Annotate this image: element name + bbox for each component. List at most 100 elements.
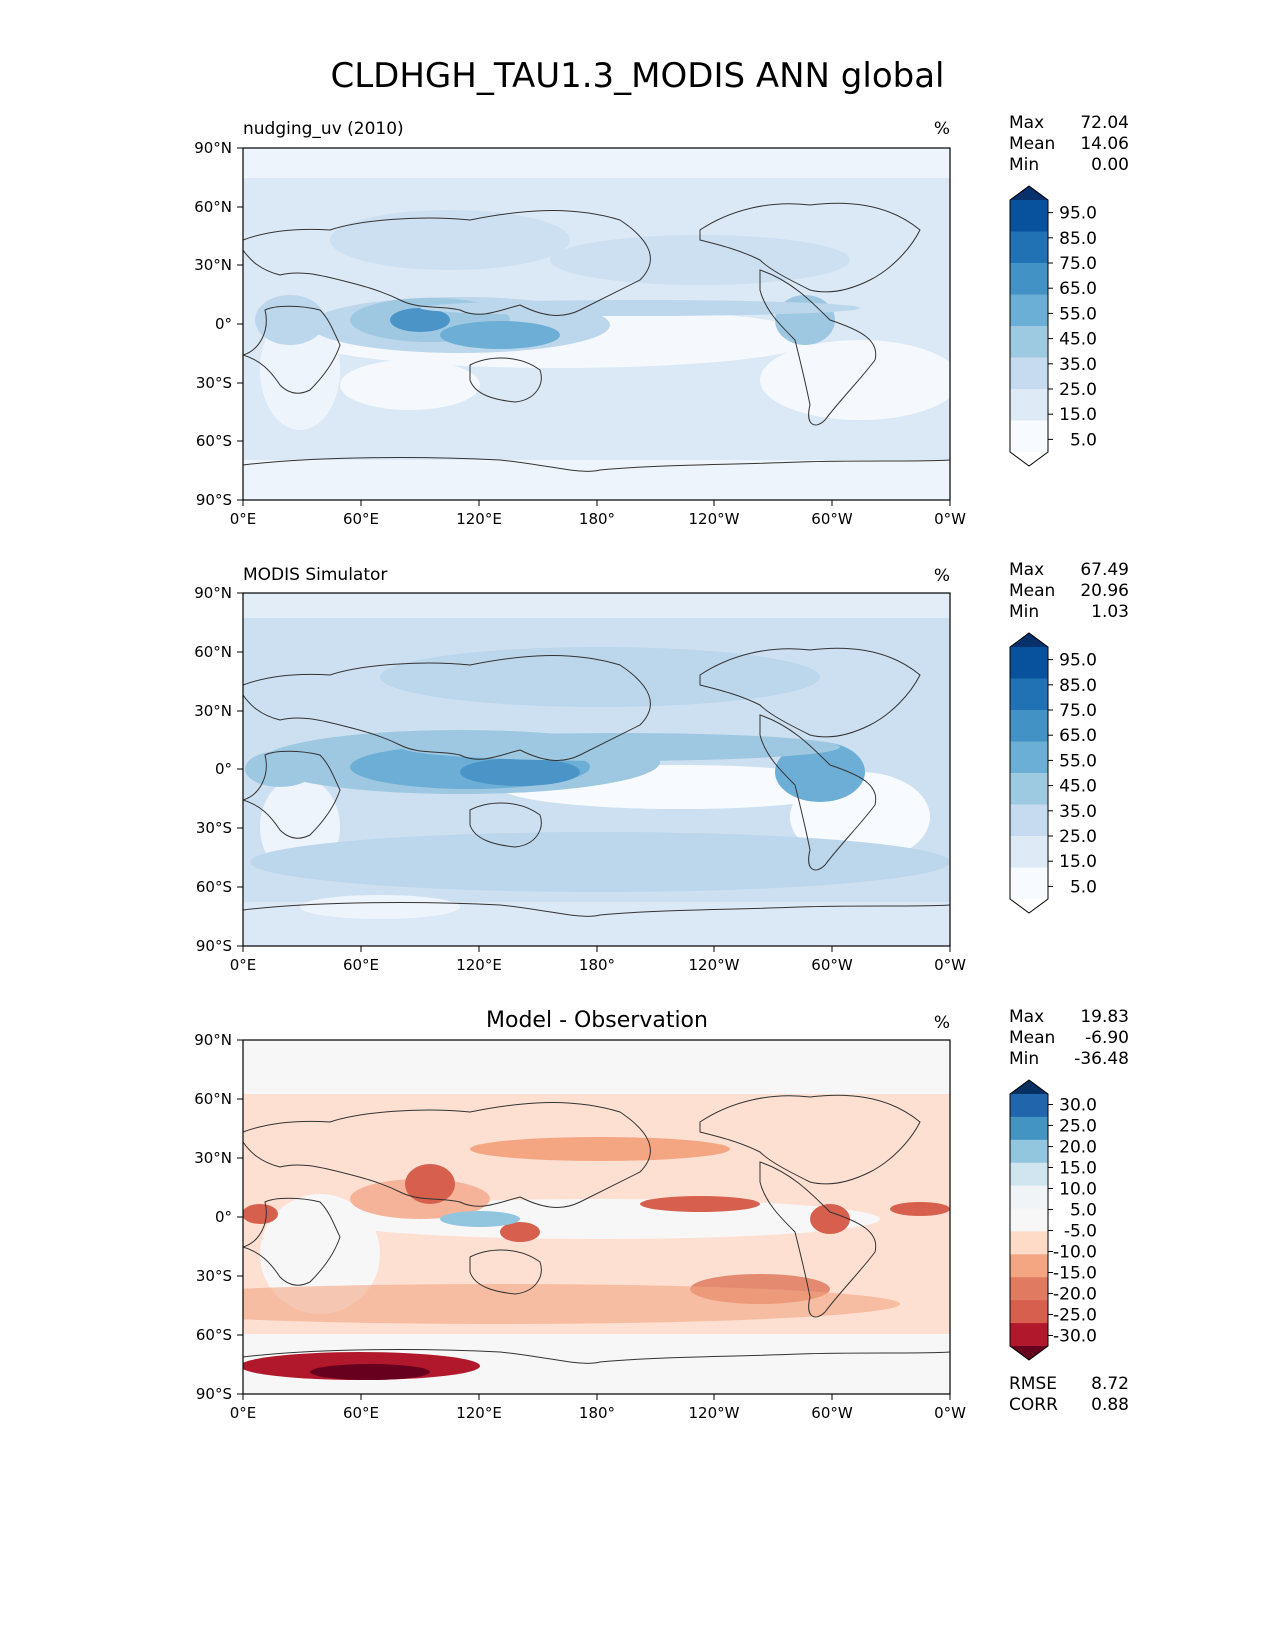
lon-axis: 0°E 60°E 120°E 180° 120°W 60°W 0°W [230,500,966,528]
lat-tick-label: 30°S [196,374,232,392]
lat-tick-label: 90°S [196,491,232,509]
lon-tick-label: 0°W [934,1404,966,1422]
lat-tick-label: 30°S [196,819,232,837]
colorbar-segment [1010,294,1048,327]
colorbar-label: 5.0 [1070,877,1097,897]
lat-tick-label: 60°N [194,198,232,216]
colorbar-label: 35.0 [1059,802,1097,822]
colorbar-segment [1010,389,1048,421]
colorbar-label: 55.0 [1059,304,1097,324]
colorbar-segment [1010,1162,1048,1187]
colorbar-label: 10.0 [1059,1180,1097,1200]
map-diff-svg: 90°N 60°N 30°N 0° 30°S 60°S 90°S 0°E 60°… [194,1007,1129,1422]
colorbar-segment [1010,357,1048,390]
lon-tick-label: 60°W [811,510,853,528]
colorbar: 95.0 85.0 75.0 65.0 55.0 45.0 35.0 25.0 15.0 5.0 [1009,632,1097,914]
lat-tick-label: 60°N [194,643,232,661]
lat-tick-label: 30°N [194,256,232,274]
colorbar: 30.025.020.015.010.05.0-5.0-10.0-15.0-20… [1009,1079,1097,1361]
lon-tick-label: 120°E [456,956,502,974]
colorbar-segment [1010,678,1048,711]
colorbar-segment [1010,420,1048,453]
lat-tick-label: 90°S [196,937,232,955]
stat-label: Max [1009,1007,1044,1027]
colorbar: 95.0 85.0 75.0 65.0 55.0 45.0 35.0 25.0 15.0 5.0 [1009,185,1097,467]
metric-label: RMSE [1009,1374,1057,1394]
lon-axis: 0°E 60°E 120°E 180° 120°W 60°W 0°W [230,946,966,974]
lat-axis: 90°N 60°N 30°N 0° 30°S 60°S 90°S [194,139,243,509]
lat-tick-label: 60°S [196,878,232,896]
panel-model: 90°N 60°N 30°N 0° 30°S 60°S 90°S 0°E 60°… [0,110,1275,550]
stat-value: 1.03 [1091,602,1129,622]
lon-tick-label: 180° [579,1404,615,1422]
colorbar-extend-min [1010,1346,1048,1360]
stats-block: Max 19.83 Mean -6.90 Min -36.48 [1009,1007,1129,1069]
stat-label: Mean [1009,1028,1055,1048]
lon-tick-label: 60°W [811,1404,853,1422]
colorbar-segment [1010,1139,1048,1164]
colorbar-segment [1010,1185,1048,1210]
stat-label: Min [1009,602,1039,622]
colorbar-label: 25.0 [1059,827,1097,847]
colorbar-extend-min [1010,899,1048,913]
colorbar-label: 45.0 [1059,330,1097,350]
stat-label: Max [1009,113,1044,133]
stat-value: 19.83 [1080,1007,1129,1027]
stat-value: 67.49 [1080,560,1129,580]
colorbar-segment [1010,1300,1048,1324]
lat-tick-label: 0° [215,315,232,333]
metric-value: 0.88 [1091,1395,1129,1415]
colorbar-label: 5.0 [1070,430,1097,450]
lon-tick-label: 120°W [689,510,740,528]
colorbar-label: -10.0 [1053,1243,1097,1263]
panel-title-left: nudging_uv (2010) [243,119,404,139]
colorbar-segment [1010,804,1048,837]
colorbar-segment [1010,647,1048,679]
colorbar-label: 25.0 [1059,380,1097,400]
colorbar-outline [1009,185,1049,467]
map-obs-svg: 90°N 60°N 30°N 0° 30°S 60°S 90°S 0°E 60°… [194,560,1129,974]
stat-label: Max [1009,560,1044,580]
stat-value: 14.06 [1080,134,1129,154]
lat-tick-label: 0° [215,760,232,778]
panel-units: % [934,1013,950,1033]
colorbar-segment [1010,1323,1048,1347]
colorbar-label: -5.0 [1064,1222,1097,1242]
panel-title-center: Model - Observation [486,1008,708,1033]
panel-observation: 90°N 60°N 30°N 0° 30°S 60°S 90°S 0°E 60°… [0,557,1275,997]
colorbar-label: 15.0 [1059,405,1097,425]
lon-tick-label: 120°W [689,1404,740,1422]
colorbar-segment [1010,773,1048,805]
lat-tick-label: 60°N [194,1090,232,1108]
colorbar-label: 75.0 [1059,701,1097,721]
lon-tick-label: 0°E [230,1404,257,1422]
stats-block: Max 72.04 Mean 14.06 Min 0.00 [1009,113,1129,175]
stats-block: Max 67.49 Mean 20.96 Min 1.03 [1009,560,1129,622]
stat-value: 72.04 [1080,113,1129,133]
lon-tick-label: 120°E [456,1404,502,1422]
lat-tick-label: 0° [215,1208,232,1226]
stat-value: 20.96 [1080,581,1129,601]
lat-tick-label: 30°N [194,702,232,720]
lon-tick-label: 180° [579,956,615,974]
lon-tick-label: 60°E [343,1404,379,1422]
panel-units: % [934,566,950,586]
colorbar-segment [1010,1231,1048,1255]
lon-tick-label: 180° [579,510,615,528]
colorbar-label: -20.0 [1053,1285,1097,1305]
lat-axis: 90°N 60°N 30°N 0° 30°S 60°S 90°S [194,584,243,955]
lat-axis: 90°N 60°N 30°N 0° 30°S 60°S 90°S [194,1031,243,1403]
lon-tick-label: 0°E [230,956,257,974]
lon-tick-label: 0°E [230,510,257,528]
stat-value: -6.90 [1085,1028,1129,1048]
panel-title-left: MODIS Simulator [243,565,387,585]
colorbar-segment [1010,741,1048,774]
colorbar-extend-min [1010,452,1048,466]
colorbar-label: -30.0 [1053,1327,1097,1347]
colorbar-extend-max [1010,186,1048,200]
lat-tick-label: 30°S [196,1267,232,1285]
stat-value: 0.00 [1091,155,1129,175]
lon-tick-label: 120°W [689,956,740,974]
lon-tick-label: 60°E [343,956,379,974]
colorbar-label: 45.0 [1059,777,1097,797]
